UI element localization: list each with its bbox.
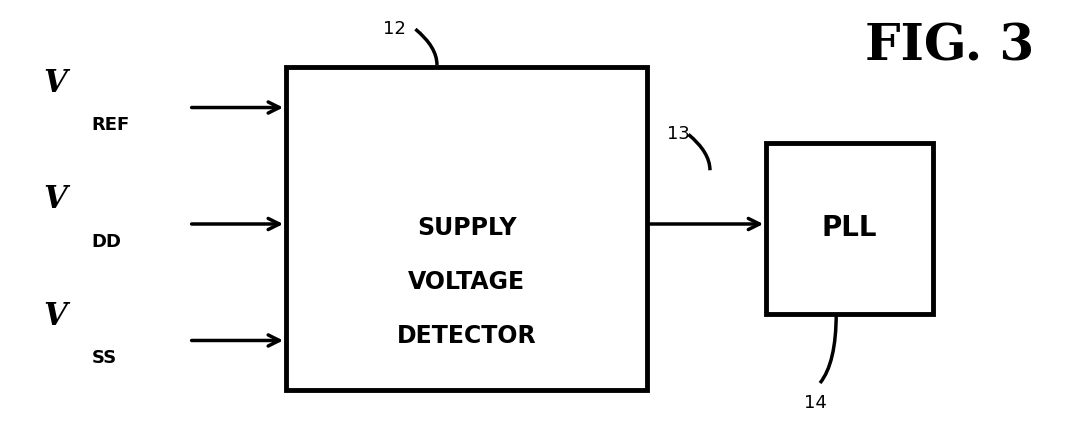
Text: REF: REF (92, 116, 129, 134)
Bar (286, 67, 647, 390)
Text: VOLTAGE: VOLTAGE (408, 270, 525, 294)
Text: SS: SS (92, 349, 117, 367)
Bar (766, 143, 933, 314)
Text: V: V (43, 301, 67, 332)
Text: V: V (43, 184, 67, 215)
Text: V: V (43, 68, 67, 99)
Text: DD: DD (92, 233, 122, 251)
Text: 14: 14 (804, 394, 827, 412)
Text: 12: 12 (383, 20, 406, 38)
Text: DETECTOR: DETECTOR (397, 324, 536, 348)
Text: PLL: PLL (822, 215, 877, 242)
Text: FIG. 3: FIG. 3 (865, 22, 1034, 71)
Text: SUPPLY: SUPPLY (416, 216, 517, 241)
Text: 13: 13 (667, 125, 689, 143)
